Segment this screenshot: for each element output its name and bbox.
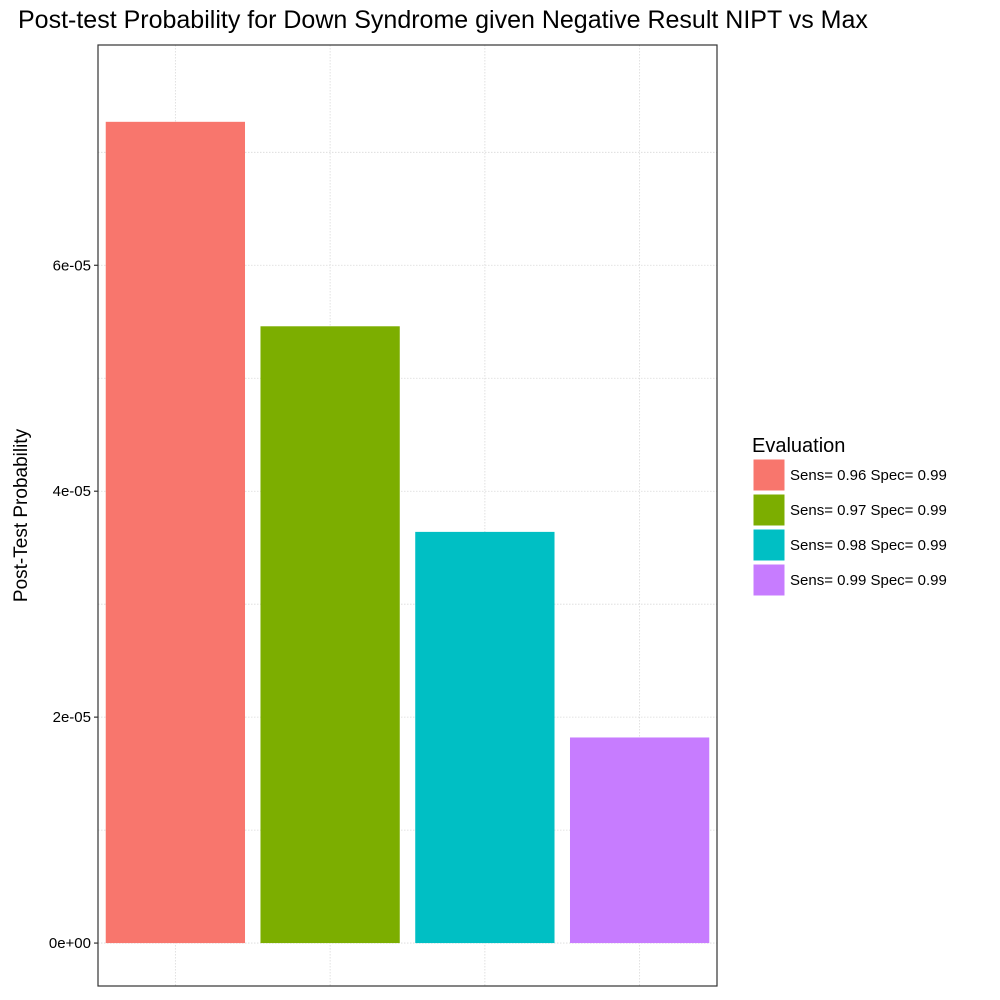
legend-label-4: Sens= 0.99 Spec= 0.99 bbox=[790, 572, 947, 589]
legend: Evaluation Sens= 0.96 Spec= 0.99 Sens= 0.… bbox=[752, 435, 947, 597]
plot-panel-border bbox=[97, 44, 718, 987]
legend-key-1 bbox=[752, 458, 786, 492]
legend-label-3: Sens= 0.98 Spec= 0.99 bbox=[790, 537, 947, 554]
bar-4 bbox=[569, 737, 710, 944]
y-axis: 0e+00 2e-05 4e-05 6e-05 bbox=[49, 257, 98, 952]
y-axis-title: Post-Test Probability bbox=[11, 428, 32, 602]
legend-label-2: Sens= 0.97 Spec= 0.99 bbox=[790, 502, 947, 519]
y-tick-label: 6e-05 bbox=[53, 257, 91, 274]
legend-label-1: Sens= 0.96 Spec= 0.99 bbox=[790, 467, 947, 484]
legend-title: Evaluation bbox=[752, 435, 845, 457]
bar-3 bbox=[415, 531, 555, 944]
bar-1 bbox=[105, 121, 246, 944]
legend-key-2 bbox=[752, 493, 786, 527]
legend-key-4 bbox=[752, 563, 786, 597]
legend-key-3 bbox=[752, 528, 786, 562]
chart-title: Post-test Probability for Down Syndrome … bbox=[18, 6, 868, 34]
bar-2 bbox=[260, 326, 400, 944]
bars bbox=[105, 121, 710, 944]
y-tick-label: 4e-05 bbox=[53, 483, 91, 500]
y-tick-label: 2e-05 bbox=[53, 709, 91, 726]
y-tick-label: 0e+00 bbox=[49, 935, 91, 952]
